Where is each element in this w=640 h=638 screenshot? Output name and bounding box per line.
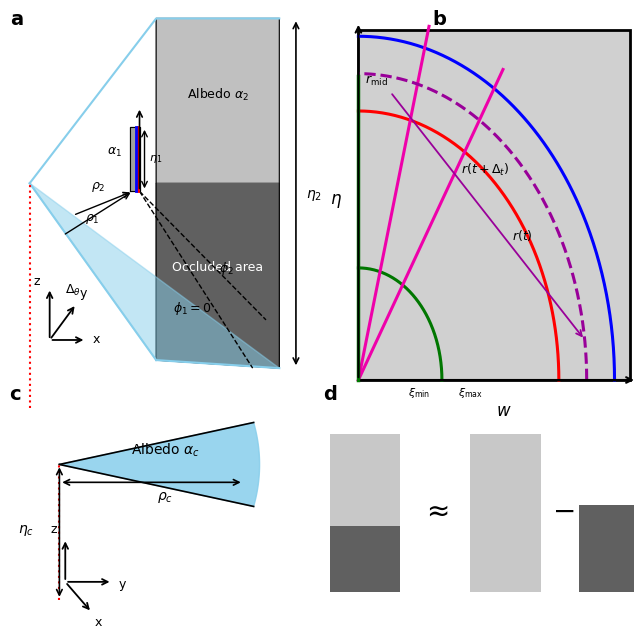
Polygon shape (129, 127, 140, 191)
Text: $\phi_2$: $\phi_2$ (220, 260, 234, 277)
Bar (470, 434, 541, 592)
Text: $w$: $w$ (496, 402, 511, 420)
Text: $\eta$: $\eta$ (330, 192, 342, 210)
Polygon shape (156, 183, 279, 368)
Text: z: z (33, 275, 40, 288)
Text: z: z (51, 523, 57, 537)
Text: Occluded area: Occluded area (172, 261, 263, 274)
Text: $\rho_c$: $\rho_c$ (157, 490, 173, 505)
Text: d: d (323, 385, 337, 404)
Polygon shape (29, 183, 279, 368)
Text: $\approx$: $\approx$ (421, 496, 449, 524)
Text: $\alpha_1$: $\alpha_1$ (107, 146, 122, 160)
Text: $\eta_c$: $\eta_c$ (18, 523, 34, 538)
Text: $\eta_2$: $\eta_2$ (306, 188, 322, 203)
Text: $\xi_\mathrm{min}$: $\xi_\mathrm{min}$ (408, 385, 430, 399)
Text: $\eta_1$: $\eta_1$ (149, 153, 162, 165)
Text: b: b (432, 10, 446, 29)
Text: a: a (10, 10, 23, 29)
Text: x: x (93, 334, 100, 346)
Text: $\rho_1$: $\rho_1$ (84, 212, 99, 226)
Text: $\xi_\mathrm{max}$: $\xi_\mathrm{max}$ (458, 385, 483, 399)
Text: $-$: $-$ (552, 496, 574, 524)
Polygon shape (60, 422, 260, 507)
Text: $\Delta_\theta$: $\Delta_\theta$ (65, 283, 81, 298)
Bar (330, 434, 400, 526)
Text: $r(t+\Delta_t)$: $r(t+\Delta_t)$ (461, 161, 509, 178)
Text: y: y (79, 287, 87, 300)
Text: c: c (10, 385, 21, 404)
Text: x: x (95, 616, 102, 629)
Bar (579, 505, 634, 592)
Text: $r_\mathrm{mid}$: $r_\mathrm{mid}$ (365, 74, 388, 88)
Text: $r(t)$: $r(t)$ (512, 228, 532, 243)
Text: Albedo $\alpha_c$: Albedo $\alpha_c$ (131, 441, 200, 459)
Text: Albedo $\alpha_2$: Albedo $\alpha_2$ (187, 87, 249, 103)
Text: y: y (118, 578, 125, 591)
Bar (358, 30, 630, 380)
Text: $\phi_1 = 0$: $\phi_1 = 0$ (173, 300, 211, 317)
Polygon shape (156, 19, 279, 191)
Bar (330, 526, 400, 592)
Text: $\rho_2$: $\rho_2$ (92, 181, 106, 194)
